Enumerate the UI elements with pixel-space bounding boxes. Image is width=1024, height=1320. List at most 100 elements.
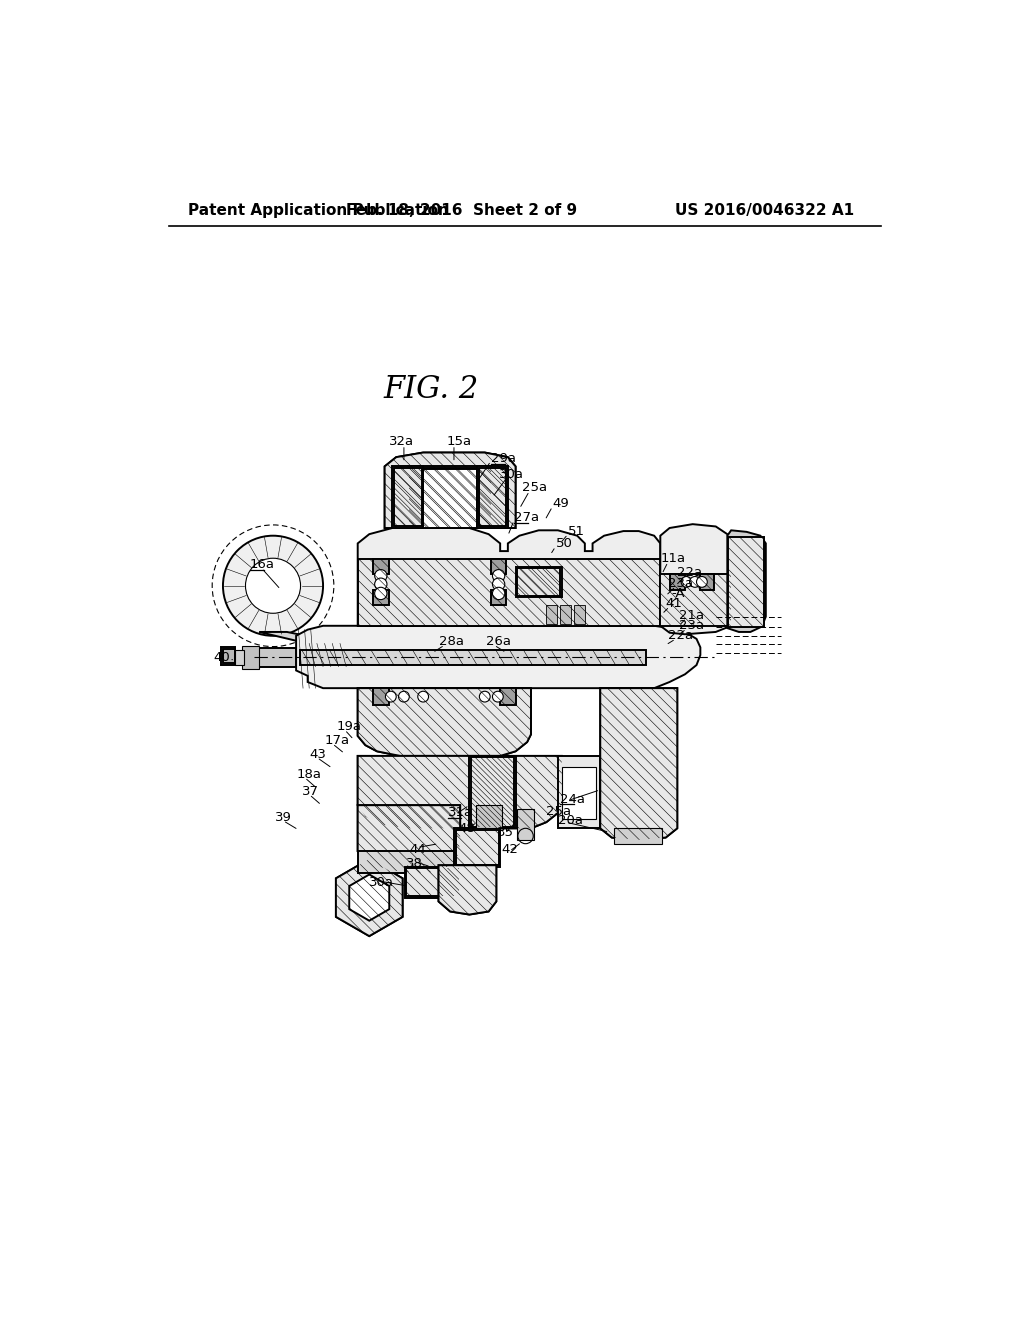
Circle shape	[375, 578, 387, 590]
Polygon shape	[558, 756, 600, 829]
Text: -A: -A	[671, 587, 685, 601]
Text: 22a: 22a	[677, 566, 702, 579]
Polygon shape	[438, 866, 497, 915]
Text: 19a: 19a	[337, 721, 361, 733]
Text: 25a: 25a	[547, 805, 571, 818]
Polygon shape	[469, 756, 515, 829]
Polygon shape	[394, 469, 422, 527]
Polygon shape	[700, 574, 714, 590]
Text: 44: 44	[410, 843, 426, 857]
Polygon shape	[477, 466, 508, 528]
Bar	[221, 647, 236, 665]
Circle shape	[681, 577, 692, 587]
Text: 32a: 32a	[388, 436, 414, 449]
Polygon shape	[456, 830, 499, 866]
Text: 27a: 27a	[514, 511, 540, 524]
Circle shape	[375, 570, 387, 582]
Circle shape	[493, 587, 505, 599]
Text: 48: 48	[459, 822, 475, 834]
Polygon shape	[454, 829, 500, 867]
Polygon shape	[373, 688, 388, 705]
Text: FIG. 2: FIG. 2	[383, 374, 478, 405]
Polygon shape	[515, 566, 562, 597]
Text: 23a: 23a	[668, 577, 693, 590]
Text: 21a: 21a	[679, 609, 703, 622]
Polygon shape	[254, 648, 296, 667]
Polygon shape	[660, 574, 731, 626]
Polygon shape	[600, 688, 677, 840]
Polygon shape	[600, 688, 677, 840]
Polygon shape	[727, 531, 766, 632]
Text: Patent Application Publication: Patent Application Publication	[188, 203, 450, 218]
Circle shape	[493, 570, 505, 582]
Bar	[560, 605, 571, 624]
Polygon shape	[670, 574, 685, 590]
Text: 23a: 23a	[679, 619, 703, 632]
Polygon shape	[336, 859, 402, 936]
Text: 24a: 24a	[560, 792, 586, 805]
Text: 38: 38	[407, 857, 423, 870]
Polygon shape	[660, 524, 731, 635]
Circle shape	[418, 692, 429, 702]
Text: 40: 40	[214, 651, 230, 664]
Circle shape	[246, 558, 300, 614]
Bar	[475, 805, 503, 829]
Bar	[243, 645, 259, 669]
Polygon shape	[259, 632, 345, 671]
Polygon shape	[357, 688, 531, 756]
Circle shape	[398, 692, 410, 702]
Polygon shape	[223, 649, 234, 663]
Circle shape	[689, 577, 700, 587]
Polygon shape	[357, 756, 562, 829]
Polygon shape	[471, 758, 514, 826]
Text: 16a: 16a	[250, 558, 274, 572]
Text: 17a: 17a	[325, 734, 350, 747]
Polygon shape	[392, 466, 423, 528]
Polygon shape	[300, 649, 646, 665]
Polygon shape	[357, 851, 460, 873]
Polygon shape	[404, 867, 460, 898]
Text: 31a: 31a	[447, 807, 473, 820]
Polygon shape	[373, 590, 388, 605]
Polygon shape	[357, 558, 660, 626]
Text: 37: 37	[301, 785, 318, 797]
Text: 18a: 18a	[297, 768, 322, 781]
Text: 51: 51	[568, 524, 585, 537]
Text: 25a: 25a	[521, 482, 547, 495]
Polygon shape	[517, 568, 560, 595]
Polygon shape	[385, 453, 515, 528]
Text: 11a: 11a	[660, 552, 685, 565]
Bar	[517, 809, 535, 840]
Polygon shape	[349, 874, 389, 921]
Text: 29a: 29a	[490, 453, 516, 465]
Text: 20a: 20a	[558, 814, 583, 828]
Polygon shape	[408, 466, 493, 528]
Text: 42: 42	[502, 843, 518, 857]
Text: 50: 50	[556, 537, 572, 550]
Text: 43: 43	[309, 748, 326, 760]
Polygon shape	[296, 626, 700, 688]
Text: 26a: 26a	[486, 635, 511, 648]
Text: 39: 39	[275, 810, 292, 824]
Text: 15a: 15a	[446, 436, 471, 449]
Circle shape	[375, 587, 387, 599]
Polygon shape	[336, 859, 402, 936]
Circle shape	[493, 692, 503, 702]
Text: 22a: 22a	[668, 630, 693, 643]
Circle shape	[223, 536, 323, 636]
Text: 30a: 30a	[499, 467, 523, 480]
Polygon shape	[357, 756, 562, 829]
Polygon shape	[357, 688, 531, 756]
Text: 28a: 28a	[438, 635, 464, 648]
Text: 30a: 30a	[370, 875, 394, 888]
Polygon shape	[438, 866, 497, 915]
Bar	[574, 605, 585, 624]
Circle shape	[493, 578, 505, 590]
Circle shape	[385, 692, 396, 702]
Bar	[547, 605, 557, 624]
Circle shape	[696, 577, 708, 587]
Polygon shape	[478, 469, 506, 527]
Bar	[234, 649, 244, 665]
Polygon shape	[423, 470, 477, 528]
Circle shape	[479, 692, 490, 702]
